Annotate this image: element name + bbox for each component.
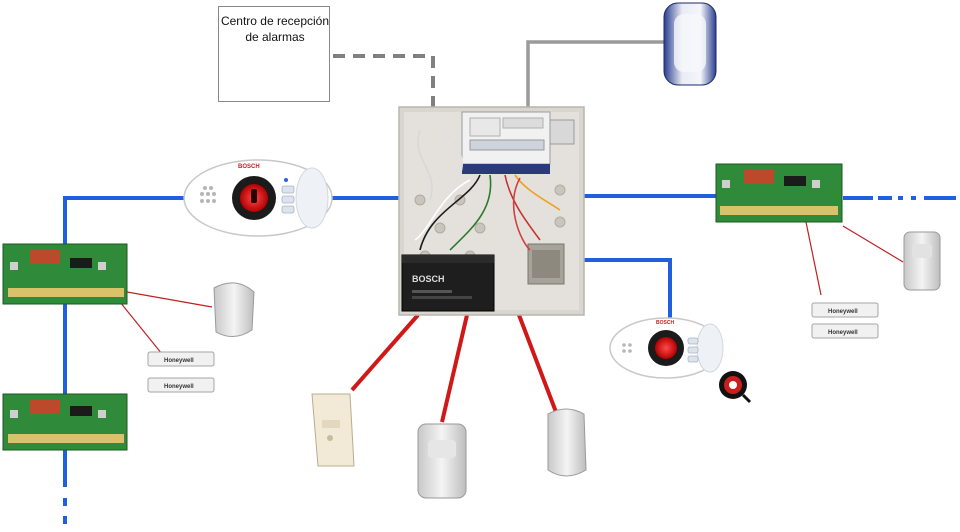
door-contact-left: Honeywell Honeywell: [147, 351, 215, 393]
bus-continuation-right: [878, 196, 956, 200]
central-station-box: Centro de recepción de alarmas: [218, 6, 330, 102]
control-panel-cabinet: BOSCH: [398, 106, 585, 316]
keypad-secondary: BOSCH: [609, 317, 724, 379]
zone-expander-left-top: [2, 243, 128, 305]
pir-detector-center: [417, 423, 467, 499]
keypad-secondary-brand: BOSCH: [656, 320, 674, 326]
keypad-brand: BOSCH: [238, 164, 260, 170]
pir-detector-right: [903, 231, 941, 291]
pir-detector-bottom-right: [547, 408, 587, 477]
dual-tech-detector: [311, 393, 355, 467]
bus-continuation-left: [63, 498, 67, 524]
keypad-main: BOSCH: [183, 159, 333, 237]
central-station-title: Centro de recepción de alarmas: [219, 13, 331, 45]
zone-wires-thin: [119, 221, 904, 355]
zone-expander-left-bottom: [2, 393, 128, 451]
door-contact-right-brand-top: Honeywell: [828, 309, 858, 315]
bus-wiring: [63, 194, 873, 487]
door-contact-right-brand-bottom: Honeywell: [828, 330, 858, 336]
door-contact-right: Honeywell Honeywell: [811, 302, 879, 339]
door-contact-left-brand-top: Honeywell: [164, 358, 194, 364]
central-station-line2: de alarmas: [245, 30, 305, 44]
door-contact-left-brand-bottom: Honeywell: [164, 384, 194, 390]
proximity-tag: [719, 371, 752, 404]
central-station-line1: Centro de recepción: [220, 14, 330, 28]
battery-brand: BOSCH: [412, 274, 445, 284]
outdoor-siren: [663, 2, 717, 86]
siren-wire: [526, 40, 665, 108]
phone-line: [333, 54, 435, 108]
pir-detector-left: [213, 282, 255, 337]
sensor-wires: [350, 313, 558, 423]
zone-expander-right: [715, 163, 843, 223]
